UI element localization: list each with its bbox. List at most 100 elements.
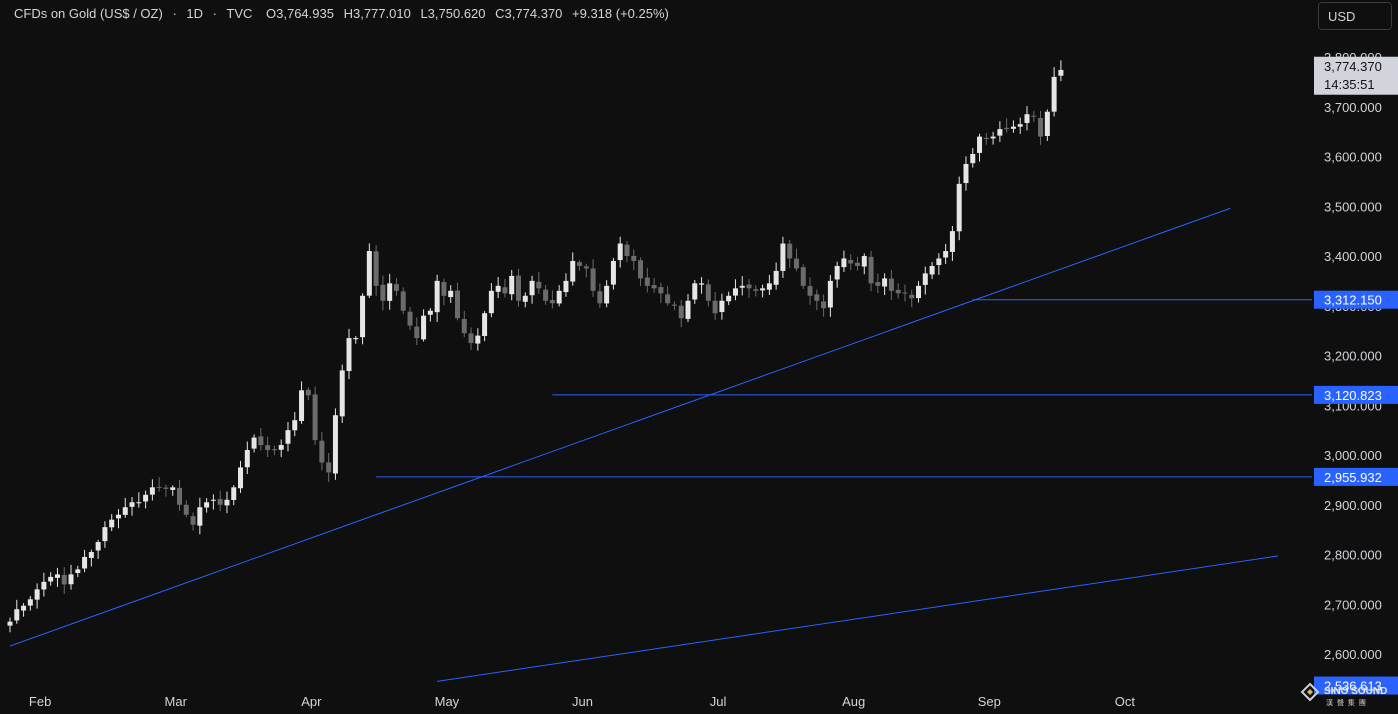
time-axis[interactable]: Feb Mar Apr May Jun Jul Aug Sep Oct	[0, 688, 1312, 714]
time-tick-label: Jun	[572, 694, 593, 709]
candle	[597, 283, 603, 308]
candle	[299, 381, 305, 424]
candle	[590, 259, 596, 298]
time-tick-label: Apr	[301, 694, 322, 709]
candle	[990, 131, 996, 145]
candle	[231, 485, 237, 506]
candle	[7, 617, 13, 633]
trendline[interactable]	[437, 555, 1278, 682]
candle	[75, 565, 81, 578]
candle	[1024, 106, 1030, 131]
candle	[814, 289, 820, 311]
candle	[699, 277, 705, 294]
candle	[556, 285, 562, 307]
price-level-label: 3,120.823	[1314, 385, 1398, 404]
candle	[529, 275, 535, 304]
price-level-label: 3,312.150	[1314, 290, 1398, 309]
candle	[244, 441, 250, 475]
candle	[217, 490, 223, 512]
candle	[366, 243, 372, 298]
price-axis[interactable]: 2,600.000 2,700.000 2,800.000 2,900.000 3,00…	[1312, 0, 1398, 714]
candle	[238, 460, 244, 493]
last-price-value: 3,774.370	[1324, 59, 1382, 74]
price-level-label: 2,536.613	[1314, 676, 1398, 695]
candle	[502, 278, 508, 298]
close-value: C3,774.370	[495, 6, 563, 21]
candle	[1058, 60, 1064, 82]
candle	[543, 284, 549, 305]
candle	[658, 282, 664, 304]
candle	[1044, 109, 1050, 141]
candle	[48, 572, 54, 586]
logo-name: SINO SOUND	[1324, 686, 1387, 697]
candle	[122, 497, 128, 518]
candle	[943, 244, 949, 264]
candle	[861, 253, 867, 275]
candle	[1010, 120, 1016, 133]
candle	[610, 257, 616, 290]
candle	[305, 387, 311, 401]
candle	[82, 549, 88, 573]
time-tick-label: Sep	[978, 694, 1001, 709]
price-tick-label: 3,700.000	[1324, 100, 1382, 115]
candle	[644, 267, 650, 293]
symbol-name[interactable]: CFDs on Gold (US$ / OZ)	[14, 6, 163, 21]
candle	[773, 262, 779, 290]
candle	[190, 512, 196, 531]
source-label: TVC	[226, 6, 253, 21]
candle	[332, 408, 338, 480]
candle	[977, 133, 983, 162]
time-tick-label: May	[435, 694, 460, 709]
trendline[interactable]	[9, 207, 1231, 647]
candle	[631, 249, 637, 271]
price-tick-label: 2,700.000	[1324, 597, 1382, 612]
candle	[902, 284, 908, 302]
candle	[909, 289, 915, 308]
candle	[895, 283, 901, 299]
currency-button[interactable]: USD	[1318, 2, 1392, 30]
candle	[705, 279, 711, 307]
price-chart[interactable]	[0, 0, 1312, 688]
candle	[732, 279, 738, 301]
svg-text:3,120.823: 3,120.823	[1324, 388, 1382, 403]
candle	[143, 490, 149, 509]
candle	[1004, 118, 1010, 133]
candle	[516, 268, 521, 307]
time-tick-label: Jul	[710, 694, 727, 709]
candle	[604, 280, 610, 308]
candle	[183, 500, 189, 518]
high-value: H3,777.010	[343, 6, 411, 21]
candle	[427, 308, 433, 322]
candle	[685, 294, 691, 323]
price-tick-label: 3,200.000	[1324, 349, 1382, 364]
candle	[380, 275, 386, 311]
candle	[726, 291, 732, 306]
candle	[265, 436, 271, 458]
price-tick-label: 3,400.000	[1324, 249, 1382, 264]
candle	[170, 485, 176, 496]
candle	[678, 300, 684, 328]
candle	[115, 508, 121, 529]
candle	[454, 282, 460, 321]
candle	[319, 432, 325, 471]
interval-label[interactable]: 1D	[186, 6, 204, 21]
candle	[536, 272, 542, 294]
candle	[787, 239, 793, 269]
svg-text:2,536.613: 2,536.613	[1324, 679, 1382, 694]
candle	[522, 292, 528, 308]
candle	[339, 364, 345, 423]
countdown-timer: 14:35:51	[1324, 77, 1375, 92]
candle	[21, 603, 27, 617]
candle	[434, 274, 440, 322]
candle	[651, 278, 657, 293]
candle	[793, 248, 799, 272]
candle	[360, 293, 366, 345]
candle	[197, 497, 203, 535]
candle	[665, 286, 671, 306]
candle	[271, 445, 277, 456]
candle	[807, 277, 813, 305]
candle	[109, 514, 115, 532]
price-tick-label: 2,600.000	[1324, 647, 1382, 662]
candle	[156, 477, 162, 492]
candle	[285, 421, 291, 452]
